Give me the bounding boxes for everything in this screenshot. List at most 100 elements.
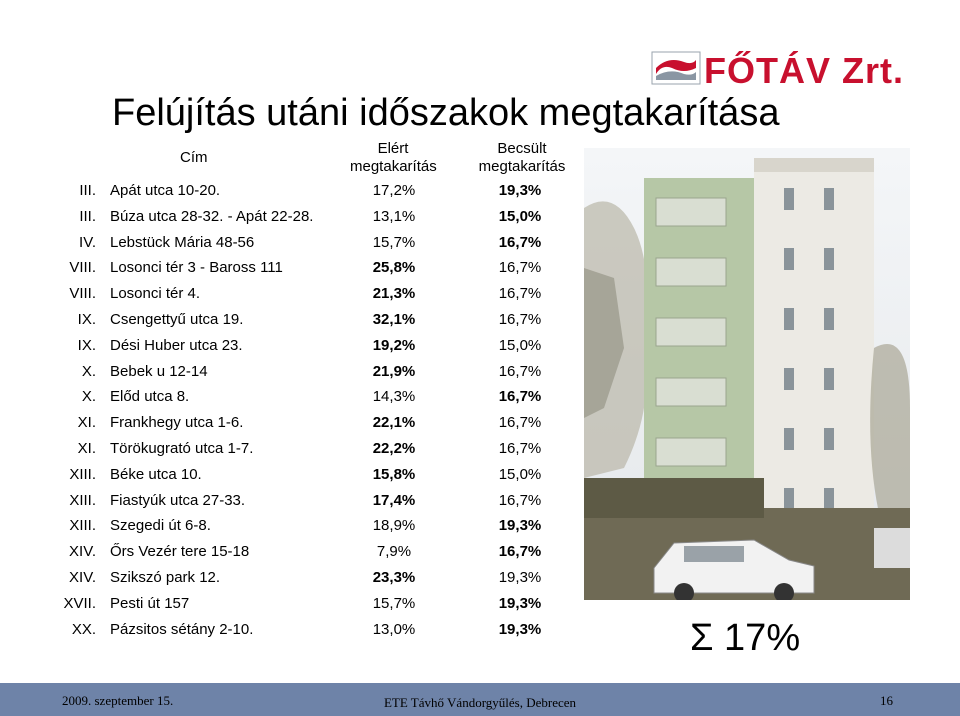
district-cell: XIII. xyxy=(69,465,96,483)
estimated-cell: 19,3% xyxy=(498,568,542,586)
estimated-cell: 15,0% xyxy=(498,207,542,225)
table-row: XX. Pázsitos sétány 2-10. 13,0% 19,3% xyxy=(0,617,580,643)
table-row: XIII. Szegedi út 6-8. 18,9% 19,3% xyxy=(0,513,580,539)
estimated-cell: 16,7% xyxy=(498,543,542,561)
achieved-cell: 14,3% xyxy=(372,388,416,406)
estimated-cell: 15,0% xyxy=(498,465,542,483)
achieved-cell: 17,2% xyxy=(372,182,416,199)
district-cell: XI. xyxy=(77,414,96,432)
district-cell: IX. xyxy=(77,336,96,354)
table-row: III. Búza utca 28-32. - Apát 22-28. 13,1% 1… xyxy=(0,204,580,230)
estimated-cell: 16,7% xyxy=(498,259,542,277)
table-row: XI. Frankhegy utca 1-6. 22,1% 16,7% xyxy=(0,410,580,436)
building-photo xyxy=(584,148,910,600)
estimated-cell: 19,3% xyxy=(498,594,542,612)
district-cell: XIII. xyxy=(69,517,96,535)
achieved-cell: 15,7% xyxy=(372,233,416,251)
district-cell: XIII. xyxy=(69,491,96,509)
table-row: III. Apát utca 10-20. 17,2% 19,3% xyxy=(0,178,580,204)
address-cell: Pázsitos sétány 2-10. xyxy=(110,620,254,638)
achieved-cell: 25,8% xyxy=(372,259,416,277)
estimated-cell: 19,3% xyxy=(498,517,542,535)
estimated-cell: 16,7% xyxy=(498,491,542,509)
district-cell: XVII. xyxy=(63,594,96,612)
footer-date: 2009. szeptember 15. xyxy=(62,693,174,708)
table-row: XIV. Őrs Vezér tere 15-18 7,9% 16,7% xyxy=(0,539,580,565)
table-row: XVII. Pesti út 157 15,7% 19,3% xyxy=(0,591,580,617)
address-cell: Béke utca 10. xyxy=(110,465,202,483)
address-cell: Frankhegy utca 1-6. xyxy=(110,414,244,432)
estimated-cell: 16,7% xyxy=(498,285,542,303)
estimated-cell: 19,3% xyxy=(498,620,542,638)
address-cell: Csengettyű utca 19. xyxy=(110,310,244,328)
achieved-cell: 7,9% xyxy=(376,543,412,561)
estimated-cell: 19,3% xyxy=(498,182,542,199)
table-row: XIV. Szikszó park 12. 23,3% 19,3% xyxy=(0,565,580,591)
table-row: VIII. Losonci tér 3 - Baross 111 25,8% 16,7… xyxy=(0,255,580,281)
address-cell: Losonci tér 4. xyxy=(110,285,201,303)
district-cell: XIV. xyxy=(69,543,96,561)
address-cell: Bebek u 12-14 xyxy=(110,362,208,380)
achieved-cell: 17,4% xyxy=(372,491,416,509)
table-row: X. Előd utca 8. 14,3% 16,7% xyxy=(0,384,580,410)
estimated-cell: 15,0% xyxy=(498,336,542,354)
achieved-cell: 18,9% xyxy=(372,517,416,535)
district-cell: III. xyxy=(79,207,96,225)
address-cell: Apát utca 10-20. xyxy=(110,182,221,199)
address-cell: Dési Huber utca 23. xyxy=(110,336,243,354)
header-estimated: Becsült megtakarítás xyxy=(478,140,566,175)
table-row: IV. Lebstück Mária 48-56 15,7% 16,7% xyxy=(0,230,580,256)
address-cell: Búza utca 28-32. - Apát 22-28. xyxy=(110,207,314,225)
district-cell: IV. xyxy=(79,233,96,251)
total-savings: Σ 17% xyxy=(690,617,801,659)
district-cell: VIII. xyxy=(69,285,96,303)
table-row: XIII. Fiastyúk utca 27-33. 17,4% 16,7% xyxy=(0,488,580,514)
achieved-cell: 32,1% xyxy=(372,310,416,328)
district-cell: XIV. xyxy=(69,568,96,586)
achieved-cell: 23,3% xyxy=(372,568,416,586)
address-cell: Őrs Vezér tere 15-18 xyxy=(110,543,250,561)
district-cell: IX. xyxy=(77,310,96,328)
fotav-logo xyxy=(651,51,701,85)
estimated-cell: 16,7% xyxy=(498,310,542,328)
page-number: 16 xyxy=(880,693,893,708)
table-row: IX. Dési Huber utca 23. 19,2% 15,0% xyxy=(0,333,580,359)
address-cell: Losonci tér 3 - Baross 111 xyxy=(110,259,283,277)
district-cell: VIII. xyxy=(69,259,96,277)
footer-event: ETE Távhő Vándorgyűlés, Debrecen xyxy=(383,695,577,710)
achieved-cell: 13,0% xyxy=(372,620,416,638)
estimated-cell: 16,7% xyxy=(498,233,542,251)
address-cell: Előd utca 8. xyxy=(110,388,190,406)
header-address: Cím xyxy=(180,149,208,166)
table-row: X. Bebek u 12-14 21,9% 16,7% xyxy=(0,359,580,385)
table-row: VIII. Losonci tér 4. 21,3% 16,7% xyxy=(0,281,580,307)
district-cell: III. xyxy=(79,182,96,199)
logo-text: FŐTÁV Zrt. xyxy=(704,50,904,91)
achieved-cell: 22,1% xyxy=(372,414,416,432)
achieved-cell: 19,2% xyxy=(372,336,416,354)
header-achieved: Elért megtakarítás xyxy=(350,140,437,175)
table-row: XIII. Béke utca 10. 15,8% 15,0% xyxy=(0,462,580,488)
achieved-cell: 21,9% xyxy=(372,362,416,380)
achieved-cell: 22,2% xyxy=(372,439,416,457)
achieved-cell: 21,3% xyxy=(372,285,416,303)
district-cell: XX. xyxy=(71,620,96,638)
table-row: IX. Csengettyű utca 19. 32,1% 16,7% xyxy=(0,307,580,333)
address-cell: Szikszó park 12. xyxy=(110,568,221,586)
district-cell: X. xyxy=(81,388,96,406)
address-cell: Fiastyúk utca 27-33. xyxy=(110,491,246,509)
estimated-cell: 16,7% xyxy=(498,362,542,380)
district-cell: XI. xyxy=(77,439,96,457)
table-row: XI. Törökugrató utca 1-7. 22,2% 16,7% xyxy=(0,436,580,462)
achieved-cell: 15,8% xyxy=(372,465,416,483)
achieved-cell: 15,7% xyxy=(372,594,416,612)
achieved-cell: 13,1% xyxy=(372,207,416,225)
address-cell: Lebstück Mária 48-56 xyxy=(110,233,255,251)
estimated-cell: 16,7% xyxy=(498,439,542,457)
address-cell: Szegedi út 6-8. xyxy=(110,517,211,535)
address-cell: Pesti út 157 xyxy=(110,594,190,612)
address-cell: Törökugrató utca 1-7. xyxy=(110,439,254,457)
footer-bar xyxy=(0,683,960,716)
estimated-cell: 16,7% xyxy=(498,388,542,406)
page-title: Felújítás utáni időszakok megtakarítása xyxy=(112,92,780,134)
